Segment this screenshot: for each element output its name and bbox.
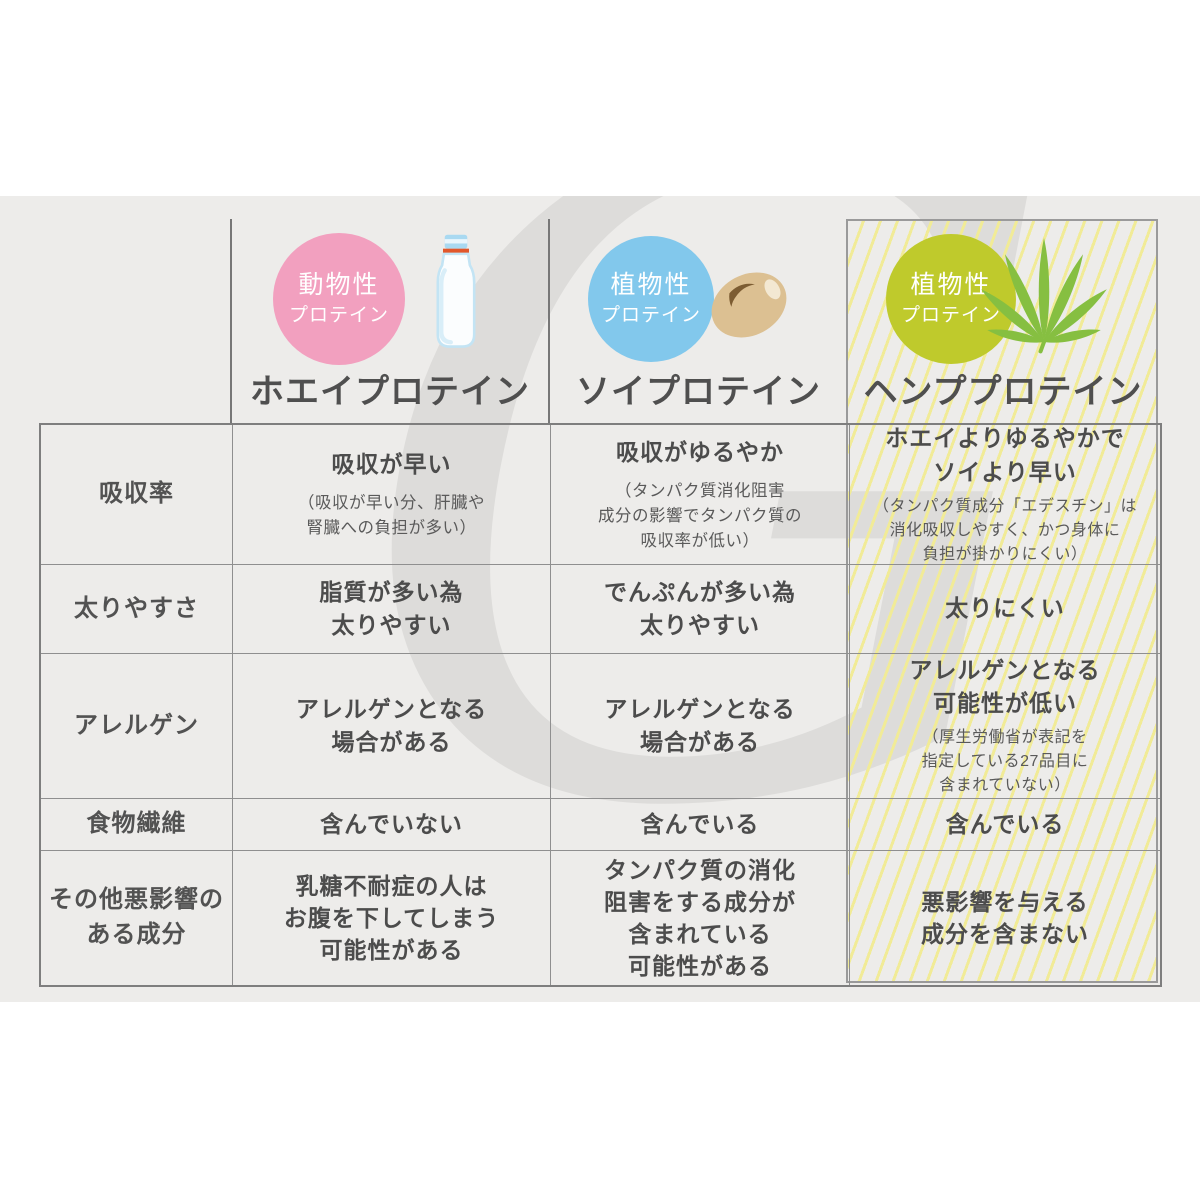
soy-column-title: ソイプロテイン [576,372,821,412]
cell-weight-whey: 脂質が多い為 太りやすい [233,565,551,654]
badge-label: プロテイン [288,304,389,327]
row-label-weight-gain: 太りやすさ [41,565,233,654]
cell-absorption-soy: 吸収がゆるやか （タンパク質消化阻害 成分の影響でタンパク質の 吸収率が低い） [551,425,850,565]
row-label-other-components: その他悪影響の ある成分 [41,851,233,985]
badge-label: プロテイン [600,304,701,327]
animal-protein-badge: 動物性 プロテイン [273,233,405,365]
cell-allergen-soy: アレルゲンとなる 場合がある [551,654,850,799]
comparison-table: 吸収率 吸収が早い （吸収が早い分、肝臓や 腎臓への負担が多い） 吸収がゆるやか… [39,423,1162,987]
cell-weight-hemp: 太りにくい [850,565,1160,654]
hemp-leaf-icon [980,226,1112,358]
milk-bottle-icon [430,230,482,354]
row-label-allergen: アレルゲン [41,654,233,799]
row-label-absorption: 吸収率 [41,425,233,565]
header-divider-right [548,219,550,423]
cell-other-hemp: 悪影響を与える 成分を含まない [921,888,1089,947]
cell-fiber-whey: 含んでいない [233,799,551,851]
hemp-column-title: ヘンププロテイン [863,372,1143,412]
cell-fiber-soy: 含んでいる [551,799,850,851]
plant-protein-badge-soy: 植物性 プロテイン [588,236,714,362]
header-divider-left [230,219,232,423]
badge-label: プロテイン [900,304,1001,327]
cell-allergen-hemp: アレルゲンとなる 可能性が低い （厚生労働省が表記を 指定している27品目に 含… [850,654,1160,799]
whey-column-title: ホエイプロテイン [250,372,530,412]
cell-other-whey: 乳糖不耐症の人は お腹を下してしまう 可能性がある [233,851,551,985]
cell-weight-soy: でんぷんが多い為 太りやすい [551,565,850,654]
badge-label: 植物性 [910,270,992,300]
badge-label: 動物性 [298,270,380,300]
plant-protein-badge-hemp: 植物性 プロテイン [886,234,1016,364]
row-label-fiber: 食物繊維 [41,799,233,851]
cell-allergen-whey: アレルゲンとなる 場合がある [233,654,551,799]
cell-absorption-whey: 吸収が早い （吸収が早い分、肝臓や 腎臓への負担が多い） [233,425,551,565]
hemp-highlight-panel [846,219,1158,983]
cell-fiber-hemp: 含んでいる [850,799,1160,851]
soybean-icon [700,256,798,350]
cell-absorption-hemp: ホエイよりゆるやかで ソイより早い （タンパク質成分「エデスチン」は 消化吸収し… [850,425,1160,565]
cell-other-soy: タンパク質の消化 阻害をする成分が 含まれている 可能性がある [551,851,850,985]
badge-label: 植物性 [610,270,692,300]
